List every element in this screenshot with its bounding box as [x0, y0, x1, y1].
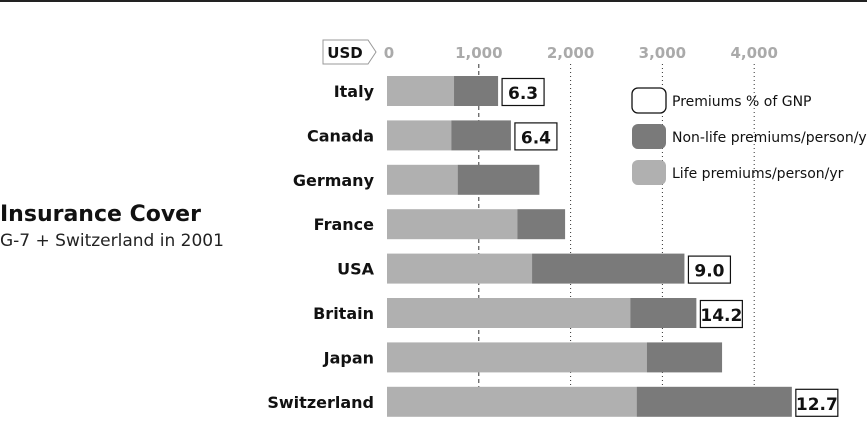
category-label: Italy — [334, 82, 375, 101]
gnp-value-label: 14.2 — [700, 306, 742, 326]
legend-label: Non-life premiums/person/yr. — [672, 130, 867, 146]
bar-life — [387, 209, 518, 240]
gnp-box — [795, 388, 839, 417]
legend-swatch-life — [632, 160, 666, 185]
legend-swatch-gnp — [631, 87, 667, 114]
bar-nonlife — [646, 342, 723, 373]
chart-title: Insurance Cover — [0, 202, 201, 227]
gnp-value-label: 9.0 — [694, 262, 724, 282]
x-tick-label: 1,000 — [455, 44, 502, 62]
gnp-value-label: 6.4 — [521, 128, 551, 148]
chart-subtitle: G-7 + Switzerland in 2001 — [0, 231, 224, 251]
legend-label: Premiums % of GNP — [672, 94, 812, 110]
legend-swatch-nonlife — [632, 124, 666, 149]
bar-life — [387, 164, 458, 195]
bar-nonlife — [454, 76, 499, 106]
bar-nonlife — [457, 164, 540, 195]
category-label: USA — [337, 260, 375, 279]
axis-unit-label: USD — [327, 44, 362, 62]
bar-life — [387, 298, 631, 328]
x-tick-label: 0 — [384, 44, 394, 62]
title-block: Insurance Cover G-7 + Switzerland in 200… — [0, 200, 224, 252]
bar-nonlife — [532, 253, 685, 284]
bar-life — [387, 76, 455, 106]
category-label: France — [314, 215, 374, 234]
x-tick-label: 3,000 — [639, 44, 686, 62]
gnp-box — [514, 122, 558, 151]
bar-nonlife — [636, 386, 792, 417]
category-label: Germany — [293, 171, 375, 190]
axis-unit-tag — [322, 39, 377, 65]
bar-life — [387, 386, 637, 417]
category-label: Japan — [323, 348, 374, 367]
x-tick-label: 2,000 — [547, 44, 594, 62]
category-label: Canada — [307, 126, 374, 145]
bar-life — [387, 253, 533, 284]
category-label: Switzerland — [267, 393, 374, 412]
gnp-value-label: 12.7 — [796, 395, 838, 415]
bar-life — [387, 120, 452, 151]
bar-nonlife — [630, 298, 697, 328]
legend-label: Life premiums/person/yr — [672, 166, 844, 182]
bar-life — [387, 342, 647, 373]
gnp-box — [699, 299, 743, 329]
gnp-box — [687, 255, 732, 284]
gnp-box — [501, 77, 545, 107]
category-label: Britain — [313, 304, 374, 323]
bar-nonlife — [451, 120, 511, 151]
top-rule — [0, 0, 867, 2]
bar-nonlife — [517, 209, 566, 240]
gnp-value-label: 6.3 — [508, 84, 538, 104]
x-tick-label: 4,000 — [730, 44, 777, 62]
